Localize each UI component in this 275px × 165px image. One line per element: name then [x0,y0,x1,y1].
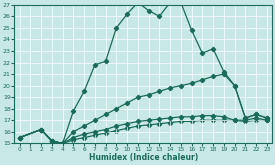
X-axis label: Humidex (Indice chaleur): Humidex (Indice chaleur) [89,153,198,162]
